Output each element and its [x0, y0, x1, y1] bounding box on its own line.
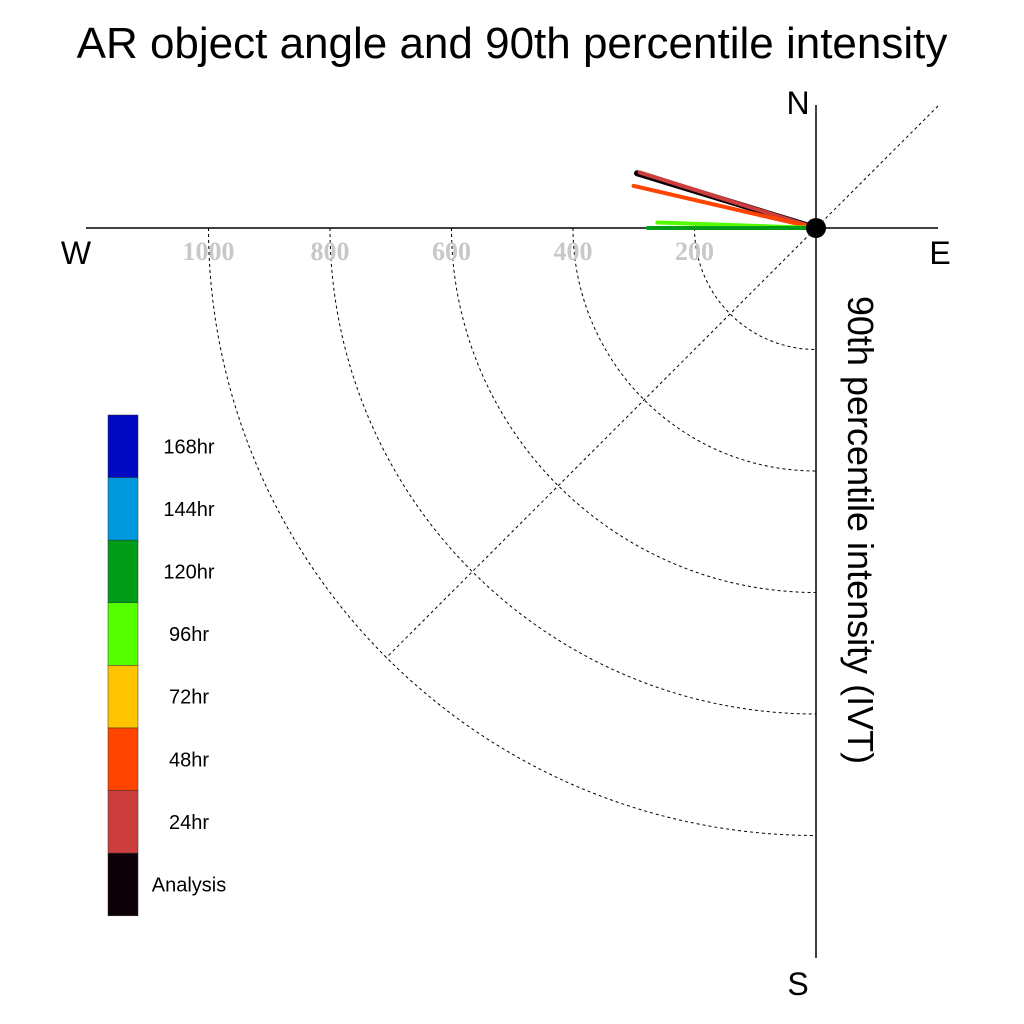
ring-1000	[208, 227, 817, 836]
legend-swatch-analysis	[107, 852, 139, 917]
legend-swatch-120hr	[107, 539, 139, 604]
tick-label-400: 400	[554, 237, 593, 266]
legend-swatch-144hr	[107, 477, 139, 541]
ring-200	[694, 227, 817, 350]
tick-label-600: 600	[432, 237, 471, 266]
compass-north: N	[786, 85, 809, 121]
legend-label-24hr: 24hr	[169, 812, 209, 834]
ring-800	[329, 227, 817, 715]
compass-west: W	[61, 235, 92, 271]
legend-label-168hr: 168hr	[163, 436, 214, 458]
origin-dot	[806, 218, 826, 238]
ring-600	[451, 227, 817, 593]
tick-label-800: 800	[311, 237, 350, 266]
legend-label-120hr: 120hr	[163, 562, 214, 584]
compass-south: S	[787, 966, 808, 1002]
legend-label-96hr: 96hr	[169, 624, 209, 646]
legend-swatch-48hr	[107, 727, 139, 791]
legend-swatch-168hr	[107, 414, 139, 478]
legend-label-144hr: 144hr	[163, 499, 214, 521]
ring-400	[572, 227, 817, 472]
radial-grid	[208, 227, 817, 836]
legend: 168hr 144hr 120hr 96hr 72hr 48hr 24hr Analysis	[107, 414, 226, 917]
legend-label-72hr: 72hr	[169, 687, 209, 709]
legend-label-48hr: 48hr	[169, 749, 209, 771]
legend-swatch-24hr	[107, 790, 139, 854]
radial-tick-labels: 200 400 600 800 1000	[183, 237, 715, 266]
vector-24hr	[637, 170, 818, 230]
vector-series	[631, 170, 819, 231]
legend-label-analysis: Analysis	[152, 875, 226, 897]
diagonal-guide	[385, 105, 939, 659]
tick-label-1000: 1000	[183, 237, 235, 266]
compass-east: E	[929, 235, 950, 271]
tick-label-200: 200	[675, 237, 714, 266]
legend-swatch-72hr	[107, 665, 139, 729]
radial-axis-label: 90th percentile intensity (IVT)	[840, 296, 881, 764]
chart-title: AR object angle and 90th percentile inte…	[77, 19, 948, 68]
vector-48hr	[631, 183, 818, 230]
legend-swatch-96hr	[107, 602, 139, 666]
